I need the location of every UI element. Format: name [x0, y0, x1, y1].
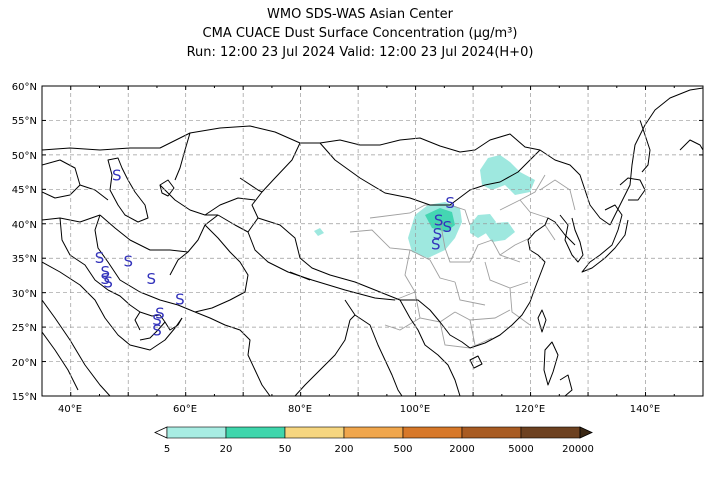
dust-storm-symbol: S — [103, 273, 113, 291]
longitude-labels: 40°E 60°E 80°E 100°E 120°E 140°E — [58, 404, 660, 415]
map-frame — [41, 85, 704, 397]
colorbar-label: 5000 — [508, 444, 533, 455]
colorbar-label: 20000 — [562, 444, 594, 455]
lon-label: 120°E — [515, 404, 545, 415]
lon-label: 40°E — [58, 404, 82, 415]
lat-label: 60°N — [12, 82, 37, 93]
colorbar-segment — [343, 426, 404, 439]
colorbar-label: 200 — [334, 444, 353, 455]
dust-storm-symbol: S — [445, 194, 455, 212]
colorbar-right-arrow — [579, 426, 593, 439]
lon-label: 60°E — [173, 404, 197, 415]
colorbar-segment — [461, 426, 522, 439]
china-province-boundaries — [349, 174, 576, 349]
lat-label: 30°N — [12, 289, 37, 300]
lat-lon-gridlines — [42, 86, 703, 396]
colorbar-label: 500 — [393, 444, 412, 455]
colorbar-segment — [284, 426, 345, 439]
dust-storm-symbol: S — [431, 235, 441, 253]
dust-storm-symbol: S — [434, 211, 444, 229]
dust-storm-symbol: S — [152, 322, 162, 340]
dust-storm-symbol: S — [152, 311, 162, 329]
dust-storm-symbol: S — [155, 304, 165, 322]
colorbar — [154, 426, 593, 439]
lat-label: 50°N — [12, 151, 37, 162]
colorbar-segment — [166, 426, 227, 439]
dust-storm-symbol: S — [146, 270, 156, 288]
dust-storm-symbol: S — [112, 167, 122, 185]
lat-label: 15°N — [12, 392, 37, 403]
dust-patch-north-china — [485, 222, 515, 242]
dust-storm-symbol: S — [95, 249, 105, 267]
dust-patch-hebei — [470, 214, 496, 238]
chart-title-time: Run: 12:00 23 Jul 2024 Valid: 12:00 23 J… — [186, 45, 534, 60]
lon-label: 80°E — [288, 404, 312, 415]
dust-patch-small-west — [314, 228, 324, 236]
colorbar-label: 50 — [279, 444, 292, 455]
lat-label: 45°N — [12, 185, 37, 196]
dust-storm-symbol: S — [100, 270, 110, 288]
dust-storm-symbol: S — [100, 263, 110, 281]
chart-title-product: CMA CUACE Dust Surface Concentration (μg… — [202, 26, 518, 41]
lon-label: 100°E — [400, 404, 430, 415]
latitude-labels: 60°N 55°N 50°N 45°N 40°N 35°N 30°N 25°N … — [12, 82, 37, 403]
colorbar-labels: 5 20 50 200 500 2000 5000 20000 — [164, 444, 594, 455]
lon-label: 140°E — [630, 404, 660, 415]
dust-concentration-layer — [314, 155, 535, 258]
colorbar-label: 2000 — [449, 444, 474, 455]
colorbar-segment — [225, 426, 286, 439]
country-borders-coastlines — [42, 87, 703, 396]
dust-storm-symbol: S — [123, 253, 133, 271]
dust-storm-symbol: S — [433, 225, 443, 243]
lat-label: 20°N — [12, 358, 37, 369]
chart-title-center: WMO SDS-WAS Asian Center — [267, 7, 453, 22]
colorbar-label: 5 — [164, 444, 170, 455]
lat-label: 40°N — [12, 220, 37, 231]
dust-patch-mongolia-east — [480, 155, 535, 195]
lat-label: 55°N — [12, 116, 37, 127]
colorbar-left-arrow — [154, 426, 168, 439]
colorbar-segment — [402, 426, 463, 439]
dust-storm-symbol: S — [442, 218, 452, 236]
colorbar-label: 20 — [220, 444, 233, 455]
lat-label: 35°N — [12, 254, 37, 265]
axis-ticks — [42, 85, 703, 397]
colorbar-segment — [520, 426, 581, 439]
dust-storm-symbol: S — [175, 291, 185, 309]
lat-label: 25°N — [12, 323, 37, 334]
